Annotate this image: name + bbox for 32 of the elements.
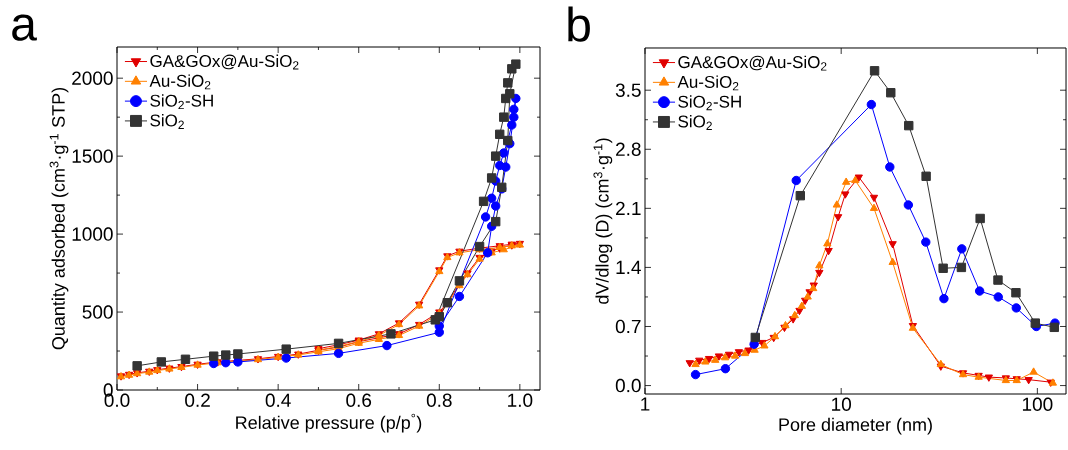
x-axis-title: Pore diameter (nm) bbox=[779, 417, 932, 435]
legend-label: GA&GOx@Au-SiO$_{2}$ bbox=[678, 55, 827, 71]
x-tick-label: 100 bbox=[1022, 397, 1053, 411]
x-tick-label: 1.0 bbox=[508, 393, 533, 407]
y-tick-label: 2.8 bbox=[616, 142, 641, 156]
legend-label: GA&GOx@Au-SiO$_{2}$ bbox=[150, 54, 299, 70]
legend-label: Au-SiO$_{2}$ bbox=[149, 74, 211, 90]
legend-label: SiO$_{2}$ bbox=[150, 114, 184, 129]
y-axis-title: dV/dlog (D) (cm$^{3}$·g$^{-1}$) bbox=[593, 138, 613, 304]
legend-label: SiO$_{2}$-SH bbox=[678, 95, 741, 111]
y-tick-label: 0.0 bbox=[615, 378, 641, 393]
y-tick-label: 1500 bbox=[72, 149, 113, 163]
x-tick-label: 0.8 bbox=[426, 393, 452, 407]
x-tick-label: 0.4 bbox=[265, 393, 291, 407]
x-tick-label: 0.6 bbox=[346, 393, 372, 407]
legend-label: SiO$_{2}$ bbox=[678, 115, 712, 130]
y-tick-label: 0.7 bbox=[615, 319, 641, 334]
y-tick-label: 1000 bbox=[72, 227, 113, 241]
x-tick-label: 10 bbox=[832, 397, 852, 411]
y-tick-label: 2000 bbox=[72, 71, 113, 85]
y-axis-title: Quantity adsorbed (cm$^{3}$·g$^{-1}$ STP) bbox=[49, 87, 69, 350]
x-tick-label: 1 bbox=[641, 397, 650, 411]
x-axis-title: Relative pressure (p/p$^{°}$) bbox=[236, 413, 422, 433]
chart-title: b bbox=[568, 6, 590, 42]
y-tick-label: 500 bbox=[82, 305, 113, 319]
y-tick-label: 1.4 bbox=[616, 260, 641, 274]
x-tick-label: 0.2 bbox=[185, 393, 210, 407]
chart-title: a bbox=[12, 14, 37, 41]
y-tick-label: 2.1 bbox=[616, 201, 641, 215]
legend-label: SiO$_{2}$-SH bbox=[150, 94, 213, 110]
y-tick-label: 3.5 bbox=[615, 83, 641, 97]
legend-label: Au-SiO$_{2}$ bbox=[677, 75, 739, 91]
